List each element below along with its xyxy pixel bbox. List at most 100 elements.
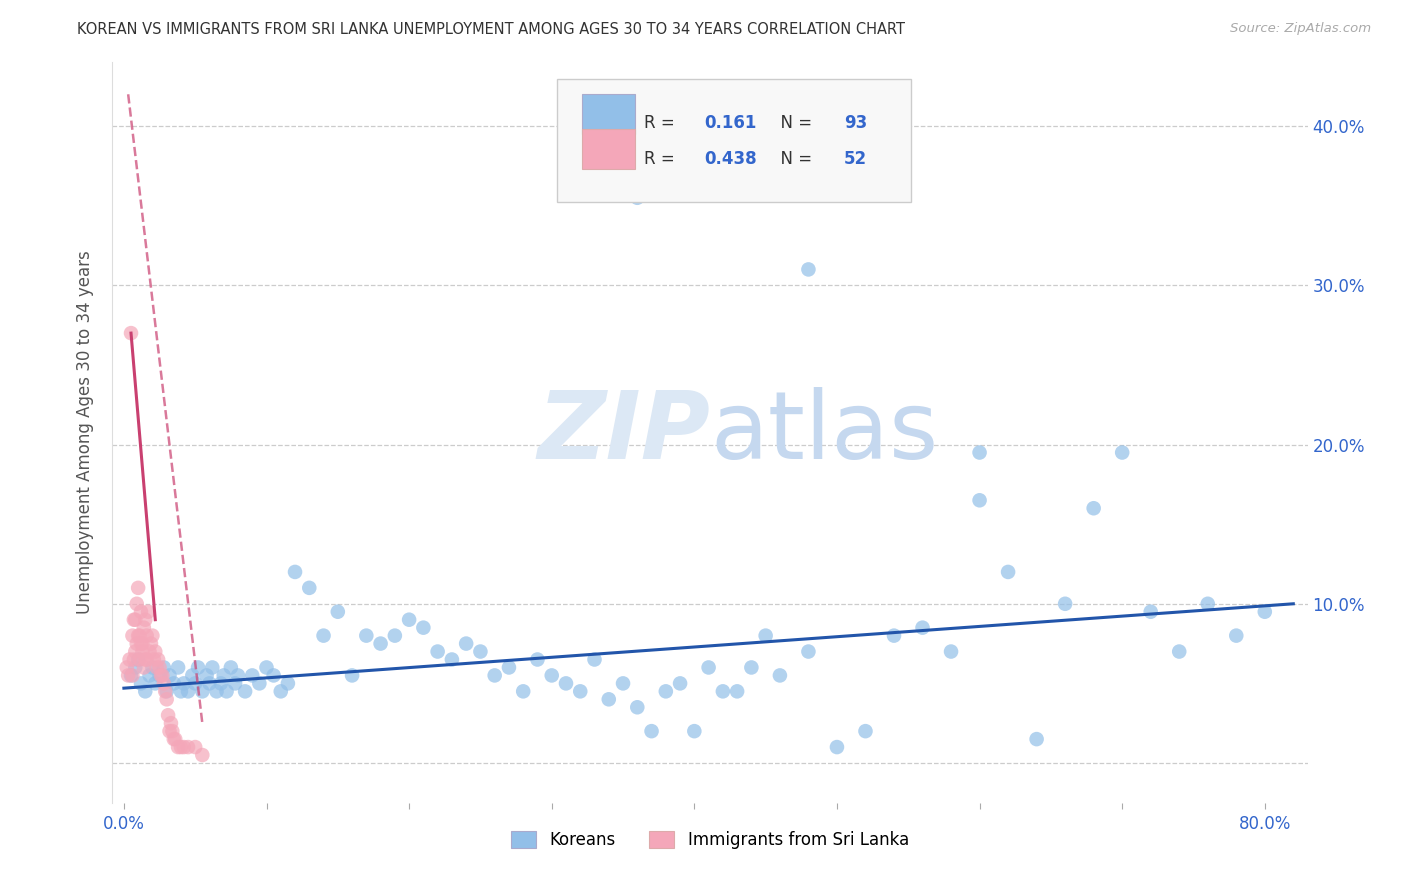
Text: 93: 93	[844, 114, 868, 132]
Point	[163, 676, 186, 690]
Point	[125, 637, 148, 651]
Text: N =: N =	[770, 150, 817, 168]
Point	[626, 191, 648, 205]
Point	[1225, 629, 1247, 643]
Point	[120, 668, 142, 682]
Point	[148, 660, 170, 674]
Point	[124, 613, 146, 627]
Point	[145, 660, 167, 674]
Point	[797, 262, 820, 277]
Point	[711, 684, 734, 698]
Point	[138, 644, 160, 658]
Point	[640, 724, 662, 739]
Point	[233, 684, 256, 698]
Point	[121, 629, 143, 643]
Point	[247, 676, 270, 690]
Point	[124, 644, 146, 658]
Point	[911, 621, 934, 635]
Point	[184, 740, 207, 755]
Point	[484, 668, 506, 682]
Point	[1025, 732, 1047, 747]
Point	[148, 668, 170, 682]
Point	[470, 644, 492, 658]
Point	[153, 676, 176, 690]
Point	[256, 660, 278, 674]
Point	[655, 684, 678, 698]
Point	[1168, 644, 1191, 658]
Point	[356, 629, 378, 643]
Point	[127, 581, 149, 595]
Text: atlas: atlas	[710, 386, 938, 479]
Point	[598, 692, 620, 706]
Point	[1083, 501, 1105, 516]
Point	[997, 565, 1019, 579]
Point	[198, 676, 221, 690]
Point	[159, 668, 181, 682]
FancyBboxPatch shape	[582, 129, 634, 169]
Point	[143, 644, 166, 658]
Point	[626, 700, 648, 714]
Text: R =: R =	[644, 114, 681, 132]
Point	[669, 676, 692, 690]
Text: KOREAN VS IMMIGRANTS FROM SRI LANKA UNEMPLOYMENT AMONG AGES 30 TO 34 YEARS CORRE: KOREAN VS IMMIGRANTS FROM SRI LANKA UNEM…	[77, 22, 905, 37]
Point	[149, 668, 172, 682]
Point	[136, 605, 159, 619]
Point	[121, 668, 143, 682]
Point	[131, 644, 153, 658]
Point	[725, 684, 748, 698]
Point	[263, 668, 285, 682]
Point	[115, 660, 138, 674]
Point	[191, 684, 214, 698]
Point	[240, 668, 263, 682]
Point	[141, 629, 163, 643]
Point	[1139, 605, 1161, 619]
Point	[370, 637, 392, 651]
Point	[683, 724, 706, 739]
Point	[298, 581, 321, 595]
Point	[131, 637, 153, 651]
Point	[398, 613, 420, 627]
Point	[769, 668, 792, 682]
Point	[969, 445, 991, 459]
Point	[153, 660, 176, 674]
Point	[740, 660, 762, 674]
Text: 0.438: 0.438	[704, 150, 756, 168]
Point	[181, 668, 204, 682]
Point	[134, 613, 156, 627]
Point	[512, 684, 534, 698]
Point	[1111, 445, 1133, 459]
Text: R =: R =	[644, 150, 681, 168]
Point	[129, 637, 152, 651]
Point	[797, 644, 820, 658]
Point	[498, 660, 520, 674]
Point	[165, 732, 187, 747]
Point	[170, 684, 193, 698]
Point	[129, 605, 152, 619]
Point	[184, 676, 207, 690]
Point	[127, 629, 149, 643]
Point	[132, 660, 155, 674]
Point	[146, 652, 169, 666]
Point	[128, 652, 150, 666]
Point	[201, 660, 224, 674]
Point	[825, 740, 848, 755]
Point	[212, 668, 235, 682]
Point	[312, 629, 335, 643]
Point	[135, 629, 157, 643]
Point	[138, 668, 160, 682]
Point	[697, 660, 720, 674]
Point	[167, 660, 190, 674]
Point	[195, 668, 218, 682]
Point	[284, 565, 307, 579]
Point	[612, 676, 634, 690]
Point	[969, 493, 991, 508]
Point	[426, 644, 449, 658]
Point	[177, 740, 200, 755]
Point	[224, 676, 246, 690]
Point	[117, 668, 139, 682]
Point	[156, 692, 179, 706]
Point	[855, 724, 877, 739]
Point	[124, 660, 146, 674]
Point	[173, 740, 195, 755]
Point	[135, 652, 157, 666]
